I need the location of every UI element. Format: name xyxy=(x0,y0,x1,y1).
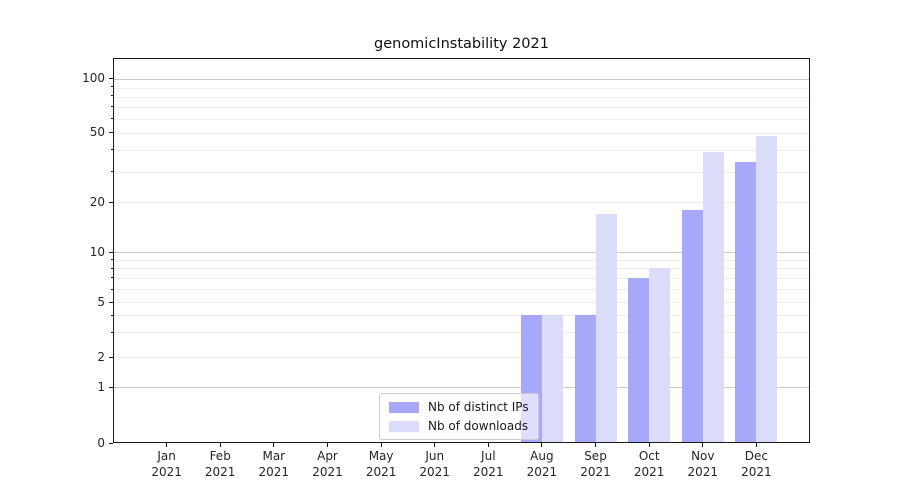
y-axis-minor-tickmark xyxy=(111,277,113,279)
major-gridline xyxy=(114,252,809,254)
minor-gridline xyxy=(114,202,809,204)
y-axis-tick-label: 2 xyxy=(97,349,105,364)
minor-gridline xyxy=(114,171,809,173)
minor-gridline xyxy=(114,96,809,98)
y-axis-tickmark xyxy=(109,78,113,79)
x-axis-tick-label: Dec 2021 xyxy=(741,449,772,479)
x-axis-tickmark xyxy=(487,443,489,447)
minor-gridline xyxy=(114,301,809,303)
y-axis-tick-label: 0 xyxy=(97,435,105,450)
minor-gridline xyxy=(114,315,809,317)
legend-swatch-distinct-ips xyxy=(389,401,419,413)
minor-gridline xyxy=(114,288,809,290)
legend-swatch-downloads xyxy=(389,420,419,432)
bar-downloads xyxy=(756,135,778,442)
x-axis-tickmark xyxy=(380,443,382,447)
legend-item-downloads: Nb of downloads xyxy=(389,419,529,433)
y-axis-minor-tickmark xyxy=(111,288,113,290)
y-axis-tickmark xyxy=(109,201,113,203)
y-axis-minor-tickmark xyxy=(111,148,113,150)
y-axis-minor-tickmark xyxy=(111,259,113,261)
y-axis-minor-tickmark xyxy=(111,117,113,119)
chart-title: genomicInstability 2021 xyxy=(374,36,549,52)
y-axis-minor-tickmark xyxy=(111,332,113,334)
x-axis-tickmark xyxy=(541,443,543,447)
bar-downloads xyxy=(595,214,617,442)
y-axis-tickmark xyxy=(109,387,113,389)
x-axis-tick-label: Nov 2021 xyxy=(687,449,719,479)
x-axis-tickmark xyxy=(434,443,436,447)
y-axis-tick-label: 5 xyxy=(97,294,105,309)
plot-area: Nb of distinct IPs Nb of downloads xyxy=(113,58,810,443)
major-gridline xyxy=(114,387,809,389)
x-axis-tickmark xyxy=(166,443,168,447)
x-axis-tick-label: Mar 2021 xyxy=(258,449,290,479)
y-axis-minor-tickmark xyxy=(111,95,113,97)
y-axis-minor-tickmark xyxy=(111,315,113,317)
x-axis-tickmark xyxy=(648,443,650,447)
minor-gridline xyxy=(114,277,809,279)
major-gridline xyxy=(114,79,809,81)
x-axis-tickmark xyxy=(595,443,596,447)
minor-gridline xyxy=(114,118,809,120)
minor-gridline xyxy=(114,259,809,261)
bar-distinct-ips xyxy=(628,277,650,442)
x-axis-tick-label: Aug 2021 xyxy=(526,449,558,479)
y-axis-tickmark xyxy=(109,131,113,133)
bar-distinct-ips xyxy=(574,315,596,442)
minor-gridline xyxy=(114,268,809,270)
x-axis-tickmark xyxy=(755,443,757,447)
y-axis-minor-tickmark xyxy=(111,170,113,172)
y-axis-minor-tickmark xyxy=(111,86,113,88)
x-axis-tickmark xyxy=(327,443,328,447)
bar-downloads xyxy=(541,315,563,442)
minor-gridline xyxy=(114,356,809,358)
minor-gridline xyxy=(114,87,809,89)
x-axis-tick-label: May 2021 xyxy=(365,449,397,479)
x-axis-tick-label: Jun 2021 xyxy=(419,449,450,479)
y-axis-tickmark xyxy=(109,251,113,253)
bar-distinct-ips xyxy=(681,210,703,442)
x-axis-tickmark xyxy=(702,443,704,447)
legend: Nb of distinct IPs Nb of downloads xyxy=(379,393,539,440)
y-axis-tick-label: 20 xyxy=(89,194,105,209)
x-axis-tick-label: Apr 2021 xyxy=(312,449,343,479)
y-axis-tick-label: 100 xyxy=(82,71,105,85)
y-axis-minor-tickmark xyxy=(111,267,113,269)
minor-gridline xyxy=(114,106,809,108)
minor-gridline xyxy=(114,332,809,334)
y-axis-tick-label: 1 xyxy=(97,380,105,395)
minor-gridline xyxy=(114,149,809,151)
legend-label-downloads: Nb of downloads xyxy=(428,419,529,433)
legend-item-distinct-ips: Nb of distinct IPs xyxy=(389,400,529,414)
x-axis-tickmark xyxy=(219,443,221,447)
y-axis-tick-label: 10 xyxy=(89,244,105,259)
legend-label-distinct-ips: Nb of distinct IPs xyxy=(428,400,529,414)
x-axis-tickmark xyxy=(273,443,275,447)
y-axis-tickmark xyxy=(109,356,113,358)
y-axis-minor-tickmark xyxy=(111,105,113,107)
bar-distinct-ips xyxy=(735,162,757,442)
y-axis-tick-label: 50 xyxy=(89,124,105,139)
x-axis-tick-label: Feb 2021 xyxy=(204,449,236,479)
x-axis-tick-label: Sep 2021 xyxy=(580,449,611,479)
x-axis-tick-label: Jul 2021 xyxy=(473,449,504,479)
y-axis-tickmark xyxy=(109,442,113,444)
bar-downloads xyxy=(649,268,671,442)
minor-gridline xyxy=(114,132,809,134)
x-axis-tick-label: Jan 2021 xyxy=(151,449,182,479)
y-axis-tickmark xyxy=(109,301,113,303)
x-axis-tick-label: Oct 2021 xyxy=(633,449,665,479)
bar-downloads xyxy=(702,151,724,442)
